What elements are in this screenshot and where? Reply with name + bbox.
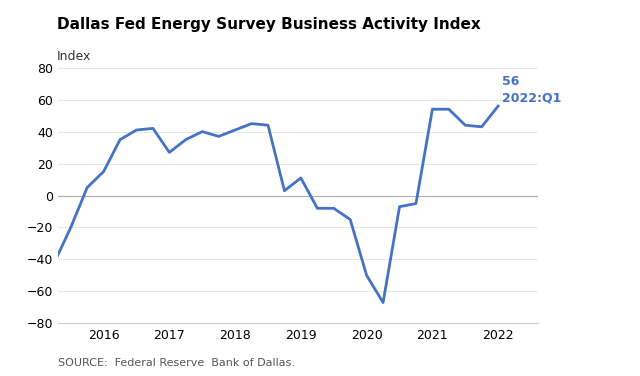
Text: 56
2022:Q1: 56 2022:Q1	[502, 76, 561, 105]
Text: Dallas Fed Energy Survey Business Activity Index: Dallas Fed Energy Survey Business Activi…	[57, 17, 481, 32]
Text: SOURCE:  Federal Reserve  Bank of Dallas.: SOURCE: Federal Reserve Bank of Dallas.	[58, 358, 294, 368]
Text: Index: Index	[57, 50, 92, 62]
